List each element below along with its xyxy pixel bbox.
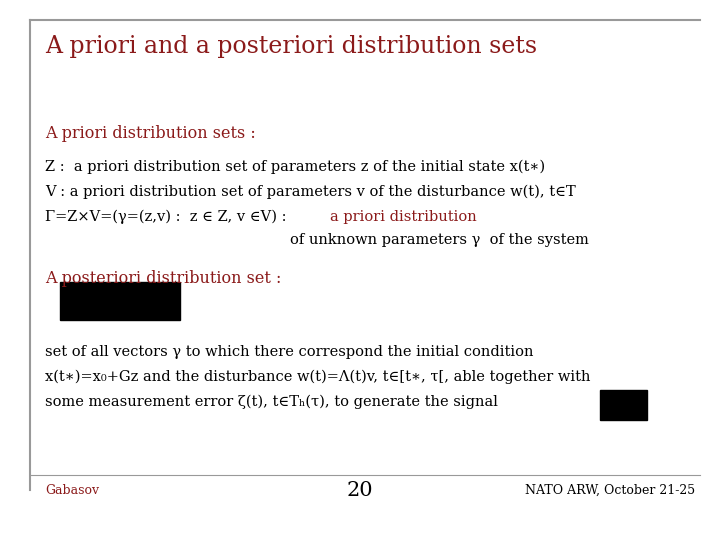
Text: V : a priori distribution set of parameters v of the disturbance w(t), t∈T: V : a priori distribution set of paramet…	[45, 185, 576, 199]
FancyBboxPatch shape	[600, 390, 647, 420]
Text: set of all vectors γ to which there correspond the initial condition: set of all vectors γ to which there corr…	[45, 345, 534, 359]
Text: Z :  a priori distribution set of parameters z of the initial state x(t∗): Z : a priori distribution set of paramet…	[45, 160, 545, 174]
Text: 20: 20	[347, 481, 373, 500]
Text: Γ=Z×V=(γ=(z,v) :  z ∈ Z, v ∈V) :: Γ=Z×V=(γ=(z,v) : z ∈ Z, v ∈V) :	[45, 210, 291, 225]
Text: Gabasov: Gabasov	[45, 483, 99, 496]
Text: NATO ARW, October 21-25: NATO ARW, October 21-25	[525, 483, 695, 496]
Text: x(t∗)=x₀+Gz and the disturbance w(t)=Λ(t)v, t∈[t∗, τ[, able together with: x(t∗)=x₀+Gz and the disturbance w(t)=Λ(t…	[45, 370, 590, 384]
Text: of unknown parameters γ  of the system: of unknown parameters γ of the system	[290, 233, 589, 247]
Text: A posteriori distribution set :: A posteriori distribution set :	[45, 270, 282, 287]
Text: a priori distribution: a priori distribution	[330, 210, 477, 224]
Text: A priori and a posteriori distribution sets: A priori and a posteriori distribution s…	[45, 35, 537, 58]
Text: A priori distribution sets :: A priori distribution sets :	[45, 125, 256, 142]
FancyBboxPatch shape	[60, 282, 180, 320]
Text: some measurement error ζ(t), t∈Tₕ(τ), to generate the signal: some measurement error ζ(t), t∈Tₕ(τ), to…	[45, 395, 498, 409]
